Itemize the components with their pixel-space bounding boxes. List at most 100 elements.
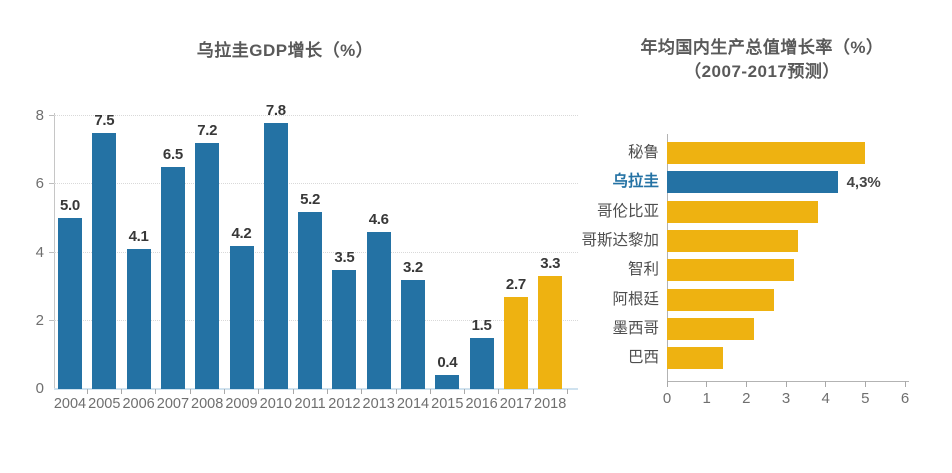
country-label-智利: 智利 xyxy=(627,261,659,279)
bar-value-label-2005: 7.5 xyxy=(94,112,115,130)
bar-2013 xyxy=(366,232,391,389)
bar-value-label-2007: 6.5 xyxy=(162,146,183,164)
left-y-axis-line xyxy=(54,113,55,389)
bar-value-label-2012: 3.5 xyxy=(334,248,355,266)
right-chart-title: 年均国内生产总值增长率（%） （2007-2017预测） xyxy=(612,36,912,84)
x-tick-10 xyxy=(395,389,397,394)
right-y-axis-line xyxy=(667,134,668,381)
x-axis-label-2018: 2018 xyxy=(534,396,567,412)
x-axis-label-2014: 2014 xyxy=(396,396,430,412)
x-axis-label-2015: 2015 xyxy=(431,396,464,412)
rx-axis-label-0: 0 xyxy=(662,390,672,407)
hbar-巴西 xyxy=(667,347,723,370)
gridline-y8 xyxy=(54,115,578,116)
bar-value-label-2015: 0.4 xyxy=(437,354,458,372)
bar-value-label-2011: 5.2 xyxy=(300,190,321,208)
x-axis-label-2006: 2006 xyxy=(122,396,155,412)
x-tick-2 xyxy=(121,389,123,394)
bar-2009 xyxy=(229,245,254,389)
rx-axis-label-4: 4 xyxy=(821,390,830,407)
rx-tick-4 xyxy=(825,381,827,387)
right-x-axis-line xyxy=(667,381,909,382)
x-axis-label-2016: 2016 xyxy=(465,396,498,412)
avg-gdp-hbar-chart: 0 1 2 3 4 5 6 秘鲁 乌拉圭 4,3% 哥伦比亚 哥斯达黎加 智利 阿根廷 墨西哥 巴西 xyxy=(581,134,909,407)
x-tick-9 xyxy=(361,389,363,394)
bar-value-label-2004: 5.0 xyxy=(60,197,80,215)
bar-value-label-2008: 7.2 xyxy=(197,122,218,140)
x-axis-label-2012: 2012 xyxy=(328,396,361,412)
bar-value-label-2017: 2.7 xyxy=(505,275,526,293)
bar-2004 xyxy=(58,218,82,389)
x-axis-label-2009: 2009 xyxy=(225,396,258,412)
hbar-智利 xyxy=(667,259,794,282)
bar-2017 xyxy=(503,296,528,389)
hbar-哥斯达黎加 xyxy=(667,229,798,252)
rx-tick-6 xyxy=(904,381,906,387)
hbar-哥伦比亚 xyxy=(667,200,818,223)
rx-axis-label-1: 1 xyxy=(702,390,711,407)
x-tick-15 xyxy=(567,389,568,394)
rx-axis-label-5: 5 xyxy=(861,390,870,407)
x-tick-3 xyxy=(155,389,157,394)
bar-value-label-2009: 4.2 xyxy=(231,224,252,242)
x-tick-1 xyxy=(86,389,88,394)
hbar-墨西哥 xyxy=(667,317,755,340)
rx-tick-3 xyxy=(785,381,787,387)
x-tick-6 xyxy=(258,389,260,394)
bar-2014 xyxy=(401,279,425,389)
x-tick-13 xyxy=(498,389,500,394)
country-label-秘鲁: 秘鲁 xyxy=(627,144,659,161)
bar-2011 xyxy=(298,211,323,389)
bar-2010 xyxy=(263,122,288,389)
x-axis-label-2011: 2011 xyxy=(294,396,326,412)
rx-axis-label-2: 2 xyxy=(742,390,751,407)
x-tick-14 xyxy=(532,389,534,394)
bar-2016 xyxy=(469,337,494,389)
country-label-哥斯达黎加: 哥斯达黎加 xyxy=(581,231,659,249)
rx-tick-5 xyxy=(864,381,866,387)
bar-2006 xyxy=(126,249,151,389)
hbar-乌拉圭 xyxy=(667,171,838,194)
left-x-axis-line xyxy=(54,388,578,390)
y-tick-8 xyxy=(49,115,54,116)
bar-value-label-2006: 4.1 xyxy=(128,228,149,246)
country-label-阿根廷: 阿根廷 xyxy=(612,290,659,308)
y-tick-4 xyxy=(49,251,54,253)
hbar-阿根廷 xyxy=(667,288,775,311)
bar-2012 xyxy=(332,269,357,389)
x-axis-label-2004: 2004 xyxy=(53,396,87,412)
bar-2007 xyxy=(160,167,185,389)
x-axis-label-2005: 2005 xyxy=(88,396,121,412)
x-tick-12 xyxy=(464,389,466,394)
country-label-巴西: 巴西 xyxy=(627,349,659,367)
x-tick-8 xyxy=(326,389,328,394)
bar-value-label-2016: 1.5 xyxy=(471,316,492,334)
x-axis-label-2010: 2010 xyxy=(259,396,292,412)
left-chart-title: 乌拉圭GDP增长（%） xyxy=(196,41,374,60)
right-chart-subtitle: （2007-2017预测） xyxy=(684,62,840,81)
rx-tick-1 xyxy=(706,381,708,387)
rx-axis-label-3: 3 xyxy=(781,390,791,407)
rx-tick-0 xyxy=(666,381,668,387)
y-axis-label-8: 8 xyxy=(35,107,44,124)
x-tick-4 xyxy=(189,389,191,394)
y-axis-label-0: 0 xyxy=(35,380,44,397)
x-axis-label-2007: 2007 xyxy=(156,396,190,412)
x-axis-label-2013: 2013 xyxy=(362,396,395,412)
hbar-秘鲁 xyxy=(667,142,866,164)
bar-2018 xyxy=(538,276,563,389)
country-label-乌拉圭: 乌拉圭 xyxy=(612,173,659,191)
y-axis-label-6: 6 xyxy=(35,175,44,193)
y-tick-6 xyxy=(49,183,54,185)
bar-value-label-2013: 4.6 xyxy=(368,211,389,229)
x-axis-label-2017: 2017 xyxy=(499,396,533,412)
bar-2008 xyxy=(195,143,220,389)
bar-value-label-2010: 7.8 xyxy=(265,101,286,119)
rx-tick-2 xyxy=(745,381,747,387)
gridline-y6 xyxy=(54,183,578,185)
uruguay-value-annotation: 4,3% xyxy=(846,174,881,192)
country-label-哥伦比亚: 哥伦比亚 xyxy=(596,202,659,220)
country-label-墨西哥: 墨西哥 xyxy=(612,319,659,337)
y-axis-label-4: 4 xyxy=(35,243,44,261)
